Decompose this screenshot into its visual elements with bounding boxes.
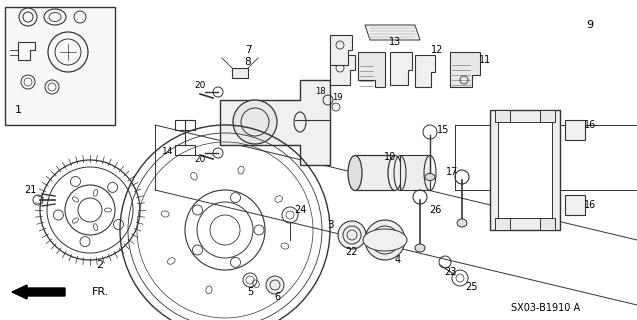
Text: 11: 11: [479, 55, 491, 65]
Text: SX03-B1910 A: SX03-B1910 A: [511, 303, 580, 313]
Text: 24: 24: [294, 205, 306, 215]
Polygon shape: [365, 25, 420, 40]
Text: 16: 16: [584, 200, 596, 210]
Text: 20: 20: [194, 81, 206, 90]
Text: 14: 14: [162, 148, 174, 156]
Ellipse shape: [415, 244, 425, 252]
Text: 8: 8: [245, 57, 252, 67]
Polygon shape: [330, 35, 352, 65]
Text: 18: 18: [315, 87, 326, 97]
Text: 10: 10: [384, 152, 396, 162]
Circle shape: [365, 220, 405, 260]
Polygon shape: [358, 52, 385, 87]
Text: 12: 12: [431, 45, 443, 55]
Text: 5: 5: [247, 287, 253, 297]
FancyArrow shape: [12, 285, 65, 299]
Circle shape: [233, 100, 277, 144]
Polygon shape: [330, 55, 355, 85]
Bar: [540, 110, 555, 122]
Polygon shape: [565, 120, 585, 140]
Text: 25: 25: [466, 282, 478, 292]
Bar: [5, 7, 115, 125]
Ellipse shape: [363, 229, 407, 251]
Text: 1: 1: [15, 105, 22, 115]
Bar: [400, 155, 430, 190]
Text: FR.: FR.: [92, 287, 110, 297]
Ellipse shape: [348, 156, 362, 190]
Text: 2: 2: [96, 260, 104, 270]
Circle shape: [266, 276, 284, 294]
Text: 26: 26: [429, 205, 441, 215]
Polygon shape: [220, 80, 330, 165]
Polygon shape: [565, 195, 585, 215]
Text: 19: 19: [332, 93, 342, 102]
Text: 16: 16: [584, 120, 596, 130]
Bar: [355, 155, 395, 190]
Bar: [495, 218, 510, 230]
Text: 13: 13: [389, 37, 401, 47]
Ellipse shape: [425, 173, 435, 180]
Ellipse shape: [457, 219, 467, 227]
Text: 9: 9: [587, 20, 594, 30]
Polygon shape: [390, 52, 412, 85]
Ellipse shape: [388, 156, 402, 190]
Text: 17: 17: [446, 167, 458, 177]
Polygon shape: [232, 68, 248, 78]
Text: 22: 22: [346, 247, 358, 257]
Text: 3: 3: [327, 220, 333, 230]
Text: 20: 20: [194, 156, 206, 164]
Text: 4: 4: [395, 255, 401, 265]
Polygon shape: [450, 52, 480, 87]
Bar: [498, 122, 552, 218]
Polygon shape: [490, 110, 560, 230]
Text: 15: 15: [437, 125, 449, 135]
Circle shape: [338, 221, 366, 249]
Bar: [540, 218, 555, 230]
Text: 21: 21: [24, 185, 36, 195]
Polygon shape: [415, 55, 435, 87]
Text: 7: 7: [245, 45, 252, 55]
Text: 23: 23: [444, 267, 456, 277]
Text: 6: 6: [274, 292, 280, 302]
Bar: [495, 110, 510, 122]
